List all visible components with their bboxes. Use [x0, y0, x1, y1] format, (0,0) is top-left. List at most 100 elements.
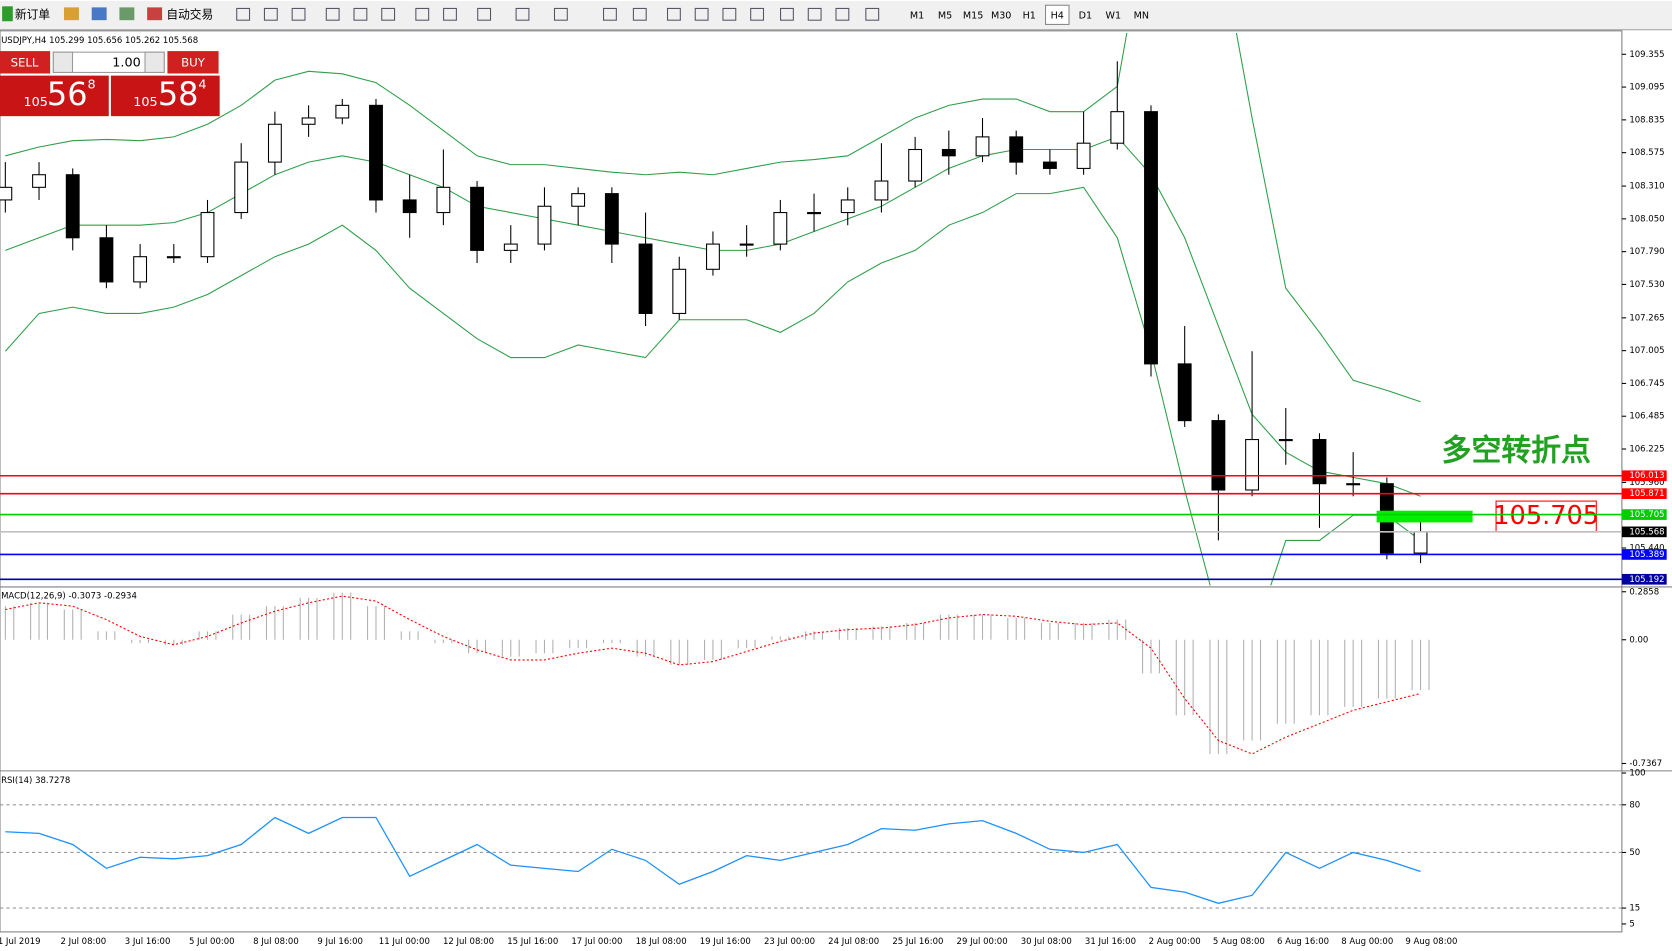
toolbar-tool[interactable]	[353, 7, 368, 21]
candle-body	[1312, 439, 1327, 485]
toolbar-tool[interactable]	[807, 7, 822, 21]
candle-body	[335, 104, 350, 119]
candle-body	[1278, 439, 1293, 442]
candle-body	[537, 205, 552, 245]
y-tick-label: 107.530	[1629, 280, 1664, 290]
toolbar-tool[interactable]	[865, 7, 880, 21]
candle-body	[1413, 531, 1428, 554]
toolbar-tool[interactable]	[553, 7, 568, 21]
buy-button[interactable]	[167, 51, 219, 74]
x-tick-label: 18 Jul 08:00	[636, 937, 687, 947]
candle-body	[874, 180, 889, 201]
x-tick-label: 6 Aug 16:00	[1277, 937, 1329, 947]
candle-body	[908, 148, 923, 182]
candle-body	[773, 212, 788, 245]
new-order-icon[interactable]	[2, 6, 13, 22]
y-tick-label: 108.310	[1629, 182, 1664, 192]
candle-body	[1144, 111, 1158, 365]
ask-big: 105	[133, 95, 157, 110]
new-order[interactable]: 新订单	[15, 7, 50, 21]
x-tick-label: 11 Jul 00:00	[379, 937, 430, 947]
timeframe[interactable]: M30	[991, 10, 1011, 21]
toolbar-tool[interactable]	[603, 7, 617, 21]
timeframe[interactable]: M5	[938, 10, 952, 21]
x-tick-label: 8 Aug 00:00	[1341, 937, 1393, 947]
toolbar-tool[interactable]	[415, 7, 430, 21]
y-tick-label: 0.2858	[1629, 587, 1659, 597]
price-level-tag	[1621, 488, 1667, 499]
sell-label[interactable]: SELL	[11, 55, 39, 69]
candle-body	[99, 237, 114, 283]
price-level-tag	[1621, 526, 1667, 538]
timeframe[interactable]: MN	[1134, 10, 1149, 21]
toolbar-tool[interactable]	[722, 7, 737, 21]
toolbar-tool[interactable]	[632, 7, 647, 21]
candle-body	[503, 243, 518, 251]
toolbar-tool[interactable]	[750, 7, 765, 21]
ask-box[interactable]	[110, 75, 220, 117]
y-tick-label: 108.050	[1629, 214, 1664, 224]
candle-body	[739, 243, 754, 246]
candle-body	[402, 199, 417, 214]
y-tick-label: 108.575	[1629, 148, 1664, 158]
toolbar-icon[interactable]	[119, 7, 135, 21]
x-tick-label: 19 Jul 16:00	[700, 937, 751, 947]
toolbar-tool[interactable]	[515, 7, 530, 21]
toolbar-icon[interactable]	[91, 7, 107, 21]
timeframe[interactable]: H4	[1051, 10, 1064, 21]
marker-bar	[1376, 510, 1473, 523]
toolbar-tool[interactable]	[263, 7, 278, 21]
bid-big: 105	[23, 95, 47, 110]
sell-button[interactable]	[0, 51, 51, 74]
toolbar-tool[interactable]	[477, 7, 492, 21]
candle-body	[1346, 483, 1361, 486]
auto-trading-icon[interactable]	[147, 7, 163, 21]
candle-body	[0, 186, 13, 201]
candle-body	[1245, 439, 1260, 491]
x-tick-label: 23 Jul 00:00	[764, 937, 815, 947]
y-tick-label: 106.485	[1629, 412, 1664, 422]
timeframe-active[interactable]	[1045, 4, 1070, 25]
y-tick-label: 105.440	[1629, 544, 1664, 554]
x-tick-label: 3 Jul 16:00	[125, 937, 171, 947]
candle-body	[672, 268, 687, 314]
candle-body	[840, 199, 855, 214]
y-tick-label: 108.835	[1629, 115, 1664, 125]
toolbar-tool[interactable]	[443, 7, 457, 21]
rsi-line	[5, 816, 1421, 904]
timeframe[interactable]: H1	[1023, 10, 1036, 21]
toolbar-tool[interactable]	[291, 7, 306, 21]
timeframe[interactable]: M1	[910, 10, 924, 21]
price-level-label: 106.013	[1629, 471, 1664, 481]
candle-body	[436, 186, 451, 214]
y-tick-label: 0.00	[1629, 635, 1648, 645]
lot-up[interactable]	[144, 51, 165, 73]
candle-body	[267, 123, 282, 163]
lot-value[interactable]: 1.00	[112, 55, 140, 70]
bid-box[interactable]	[0, 75, 109, 117]
buy-label[interactable]: BUY	[181, 55, 206, 69]
rsi-title: RSI(14) 38.7278	[1, 776, 70, 786]
auto-trading[interactable]: 自动交易	[166, 7, 213, 21]
timeframe[interactable]: W1	[1106, 10, 1122, 21]
candle-body	[941, 148, 956, 157]
candle-body	[200, 212, 215, 258]
timeframe[interactable]: M15	[963, 10, 983, 21]
x-tick-label: 1 Jul 2019	[0, 937, 41, 947]
toolbar-tool[interactable]	[694, 7, 709, 21]
toolbar-tool[interactable]	[666, 7, 681, 21]
x-tick-label: 5 Jul 00:00	[189, 937, 235, 947]
toolbar-tool[interactable]	[780, 7, 794, 21]
lot-down[interactable]	[52, 51, 74, 73]
candle-body	[1076, 142, 1091, 169]
toolbar-tool[interactable]	[835, 7, 850, 21]
toolbar-tool[interactable]	[381, 7, 396, 21]
toolbar-tool[interactable]	[236, 7, 251, 21]
x-tick-label: 2 Jul 08:00	[61, 937, 107, 947]
price-level-label: 105.705	[1629, 510, 1664, 520]
toolbar-tool[interactable]	[325, 7, 340, 21]
toolbar-icon[interactable]	[63, 7, 79, 21]
timeframe[interactable]: D1	[1079, 10, 1092, 21]
candle-body	[975, 136, 990, 157]
x-tick-label: 30 Jul 08:00	[1021, 937, 1072, 947]
